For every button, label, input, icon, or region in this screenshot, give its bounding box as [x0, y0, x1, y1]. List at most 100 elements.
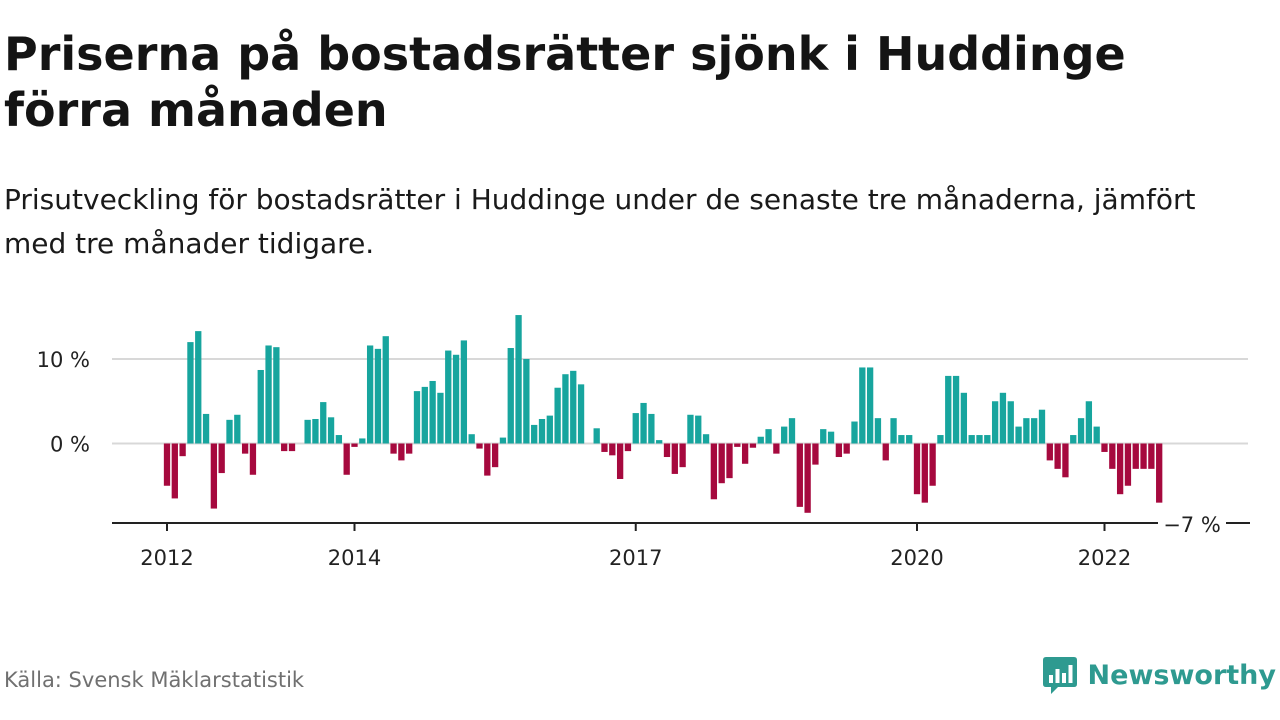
bar — [304, 419, 311, 444]
bar — [1054, 443, 1061, 469]
brand-logo: Newsworthy — [1042, 653, 1276, 697]
bar — [351, 443, 358, 447]
bar — [484, 443, 491, 476]
bar — [382, 336, 389, 444]
bar — [734, 443, 741, 447]
bar — [1031, 418, 1038, 444]
bar — [210, 443, 218, 509]
bar — [624, 443, 632, 452]
bar — [460, 340, 468, 444]
bar — [1015, 426, 1022, 444]
bar — [1070, 435, 1077, 444]
bar — [452, 354, 460, 444]
bar — [913, 443, 921, 495]
bar — [968, 435, 975, 444]
bar — [390, 443, 397, 454]
bar — [960, 392, 968, 444]
bar — [937, 435, 944, 444]
bar — [437, 392, 444, 444]
bar — [1101, 443, 1108, 452]
bar — [1156, 443, 1163, 503]
bar — [640, 402, 647, 444]
bar — [554, 387, 561, 444]
bar — [366, 345, 374, 444]
bar — [741, 443, 749, 464]
bar — [1148, 443, 1155, 469]
bar — [663, 443, 671, 458]
bar — [765, 429, 772, 444]
x-tick-label: 2012 — [140, 546, 193, 570]
bar — [616, 443, 624, 479]
x-tick-label: 2014 — [328, 546, 381, 570]
bar — [835, 443, 843, 458]
bar — [788, 418, 796, 444]
bar — [679, 443, 686, 468]
bar — [1124, 443, 1132, 486]
bar — [398, 443, 405, 461]
bar — [804, 443, 811, 513]
bar — [687, 414, 694, 444]
bar — [577, 384, 585, 444]
bar — [976, 435, 983, 444]
bar — [632, 413, 639, 444]
bar — [515, 315, 522, 444]
bar — [851, 421, 858, 444]
bar — [468, 434, 475, 444]
bar — [523, 359, 530, 444]
bar — [187, 342, 194, 444]
bar — [413, 391, 421, 444]
bar — [1062, 443, 1069, 478]
bar — [538, 418, 546, 444]
bar — [726, 443, 733, 479]
bar — [1140, 443, 1147, 469]
bar — [601, 443, 608, 452]
bar — [984, 435, 991, 444]
x-tick-label: 2017 — [609, 546, 662, 570]
bar — [429, 380, 436, 444]
last-value-label: −7 % — [1163, 513, 1221, 537]
bar — [241, 443, 249, 454]
bar — [546, 415, 553, 444]
chart-title: Priserna på bostadsrätter sjönk i Huddin… — [4, 27, 1126, 137]
bar — [507, 348, 514, 444]
bar — [898, 435, 905, 444]
bar — [991, 401, 999, 444]
bar-chart: 10 % 0 % 2012 2014 2017 2020 2022 −7 % — [37, 315, 1250, 570]
bar — [609, 443, 616, 456]
bar — [882, 443, 889, 461]
bar — [695, 415, 702, 444]
bar — [718, 443, 725, 484]
bar — [820, 429, 827, 444]
bar — [1085, 401, 1093, 444]
y-tick-label: 10 % — [37, 348, 90, 372]
bar — [1038, 409, 1046, 444]
brand-name: Newsworthy — [1087, 659, 1276, 691]
bar — [1116, 443, 1124, 495]
bar — [570, 370, 577, 444]
bar — [195, 331, 202, 444]
bar — [945, 375, 952, 444]
bar — [929, 443, 936, 486]
bar — [1109, 443, 1116, 469]
bar — [921, 443, 928, 503]
bar — [906, 435, 913, 444]
bar — [179, 443, 186, 457]
bar — [343, 443, 350, 475]
x-tick-label: 2022 — [1078, 546, 1131, 570]
bar — [359, 438, 366, 444]
bar — [1077, 418, 1085, 444]
bar — [421, 386, 428, 444]
bar — [781, 426, 788, 444]
bar — [531, 424, 538, 444]
bar — [773, 443, 780, 454]
bar — [890, 418, 897, 444]
bar — [171, 443, 178, 499]
bar — [281, 443, 288, 452]
bar — [671, 443, 678, 474]
bar — [163, 443, 171, 486]
bar — [234, 414, 241, 444]
bar — [288, 443, 296, 452]
bar — [265, 345, 272, 444]
bar — [218, 443, 225, 474]
bar — [749, 443, 757, 448]
